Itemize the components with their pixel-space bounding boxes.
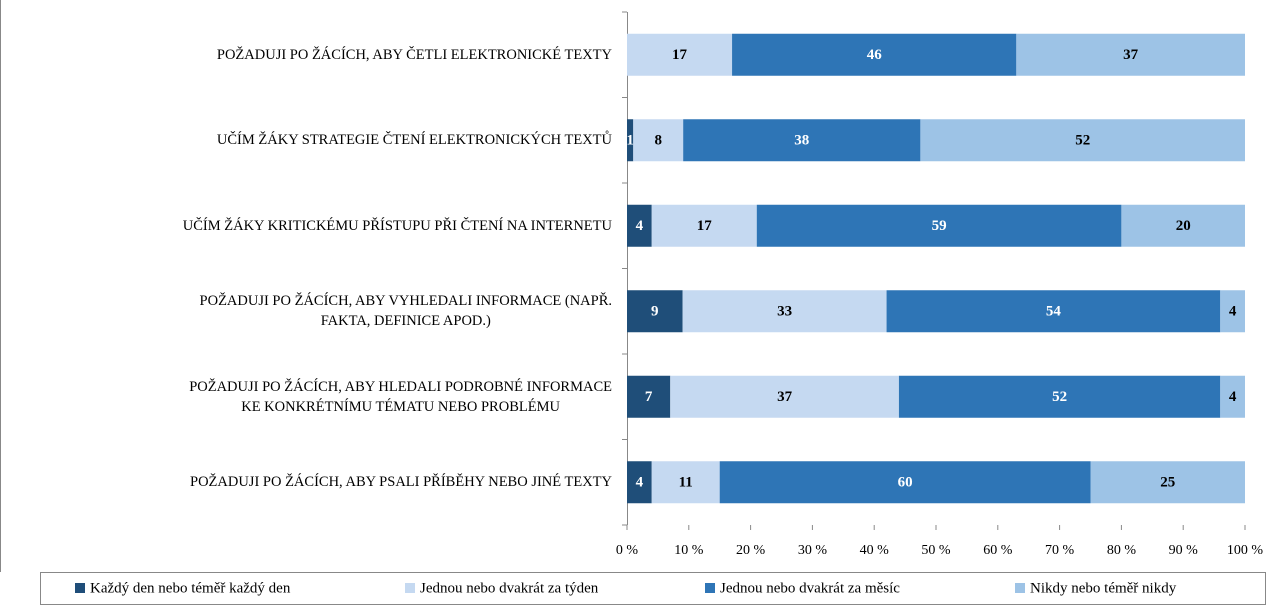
data-label: 46 bbox=[867, 47, 883, 63]
legend-label: Jednou nebo dvakrát za týden bbox=[420, 580, 599, 596]
data-label: 54 bbox=[1046, 304, 1062, 320]
legend-swatch bbox=[705, 583, 715, 593]
x-tick-label: 100 % bbox=[1227, 543, 1264, 558]
bar-segment bbox=[651, 461, 720, 504]
data-label: 4 bbox=[636, 475, 644, 491]
bar-segment bbox=[633, 119, 684, 162]
data-label: 37 bbox=[777, 389, 793, 405]
data-label: 9 bbox=[651, 304, 659, 320]
bar-segment bbox=[732, 33, 1017, 76]
x-tick-label: 50 % bbox=[921, 543, 951, 558]
data-label: 52 bbox=[1052, 389, 1067, 405]
bar-segment bbox=[682, 290, 887, 333]
category-text: POŽADUJI PO ŽÁCÍCH, ABY VYHLEDALI INFORM… bbox=[199, 293, 612, 330]
data-label: 59 bbox=[932, 218, 947, 234]
bar-segment bbox=[1121, 204, 1245, 247]
data-label: 38 bbox=[794, 133, 809, 149]
data-label: 4 bbox=[1229, 304, 1237, 320]
category-text: UČÍM ŽÁKY KRITICKÉMU PŘÍSTUPU PŘI ČTENÍ … bbox=[182, 217, 612, 234]
data-label: 52 bbox=[1075, 133, 1090, 149]
category-text: UČÍM ŽÁKY STRATEGIE ČTENÍ ELEKTRONICKÝCH… bbox=[216, 132, 612, 149]
bar-segment bbox=[670, 375, 899, 418]
legend-label: Každý den nebo téměř každý den bbox=[90, 580, 291, 596]
x-tick-label: 40 % bbox=[860, 543, 890, 558]
category-label: POŽADUJI PO ŽÁCÍCH, ABY VYHLEDALI INFORM… bbox=[0, 291, 612, 331]
bar-segment bbox=[627, 33, 733, 76]
bar-segment bbox=[1220, 375, 1245, 418]
x-tick-label: 70 % bbox=[1045, 543, 1075, 558]
x-tick-label: 90 % bbox=[1169, 543, 1199, 558]
bar-segment bbox=[627, 290, 683, 333]
data-label: 37 bbox=[1123, 47, 1139, 63]
bar-segment bbox=[627, 119, 634, 162]
data-label: 11 bbox=[679, 475, 693, 491]
data-label: 1 bbox=[626, 133, 634, 149]
category-text: POŽADUJI PO ŽÁCÍCH, ABY HLEDALI PODROBNÉ… bbox=[189, 378, 612, 415]
category-text: POŽADUJI PO ŽÁCÍCH, ABY PSALI PŘÍBĚHY NE… bbox=[190, 474, 612, 491]
bar-segment bbox=[627, 375, 671, 418]
data-label: 4 bbox=[1229, 389, 1237, 405]
bar-segment bbox=[627, 461, 652, 504]
data-label: 7 bbox=[645, 389, 653, 405]
data-label: 17 bbox=[697, 218, 713, 234]
category-label: POŽADUJI PO ŽÁCÍCH, ABY PSALI PŘÍBĚHY NE… bbox=[0, 472, 612, 492]
legend-swatch bbox=[75, 583, 85, 593]
bar-segment bbox=[627, 204, 652, 247]
category-label: UČÍM ŽÁKY KRITICKÉMU PŘÍSTUPU PŘI ČTENÍ … bbox=[0, 216, 612, 236]
data-label: 33 bbox=[777, 304, 792, 320]
x-tick-label: 0 % bbox=[616, 543, 639, 558]
x-tick-label: 20 % bbox=[736, 543, 766, 558]
legend-swatch bbox=[1015, 583, 1025, 593]
data-label: 20 bbox=[1176, 218, 1191, 234]
data-label: 60 bbox=[898, 475, 913, 491]
category-label: POŽADUJI PO ŽÁCÍCH, ABY ČETLI ELEKTRONIC… bbox=[0, 45, 612, 65]
data-label: 17 bbox=[672, 47, 688, 63]
data-label: 8 bbox=[654, 133, 662, 149]
legend-label: Nikdy nebo téměř nikdy bbox=[1030, 580, 1177, 596]
legend-label: Jednou nebo dvakrát za měsíc bbox=[720, 580, 900, 596]
legend-swatch bbox=[405, 583, 415, 593]
bar-segment bbox=[898, 375, 1221, 418]
bar-segment bbox=[1016, 33, 1245, 76]
bar-segment bbox=[1220, 290, 1245, 333]
data-label: 25 bbox=[1160, 475, 1175, 491]
x-tick-label: 10 % bbox=[674, 543, 704, 558]
bar-segment bbox=[719, 461, 1091, 504]
category-text: POŽADUJI PO ŽÁCÍCH, ABY ČETLI ELEKTRONIC… bbox=[216, 46, 612, 63]
category-label: POŽADUJI PO ŽÁCÍCH, ABY HLEDALI PODROBNÉ… bbox=[0, 377, 612, 417]
bar-segment bbox=[886, 290, 1221, 333]
x-tick-label: 80 % bbox=[1107, 543, 1137, 558]
x-tick-label: 30 % bbox=[798, 543, 828, 558]
data-label: 4 bbox=[636, 218, 644, 234]
bar-segment bbox=[920, 119, 1245, 162]
bar-segment bbox=[756, 204, 1122, 247]
x-tick-label: 60 % bbox=[983, 543, 1013, 558]
category-label: UČÍM ŽÁKY STRATEGIE ČTENÍ ELEKTRONICKÝCH… bbox=[0, 130, 612, 150]
bar-segment bbox=[1090, 461, 1245, 504]
bar-segment bbox=[651, 204, 757, 247]
bar-segment bbox=[683, 119, 921, 162]
